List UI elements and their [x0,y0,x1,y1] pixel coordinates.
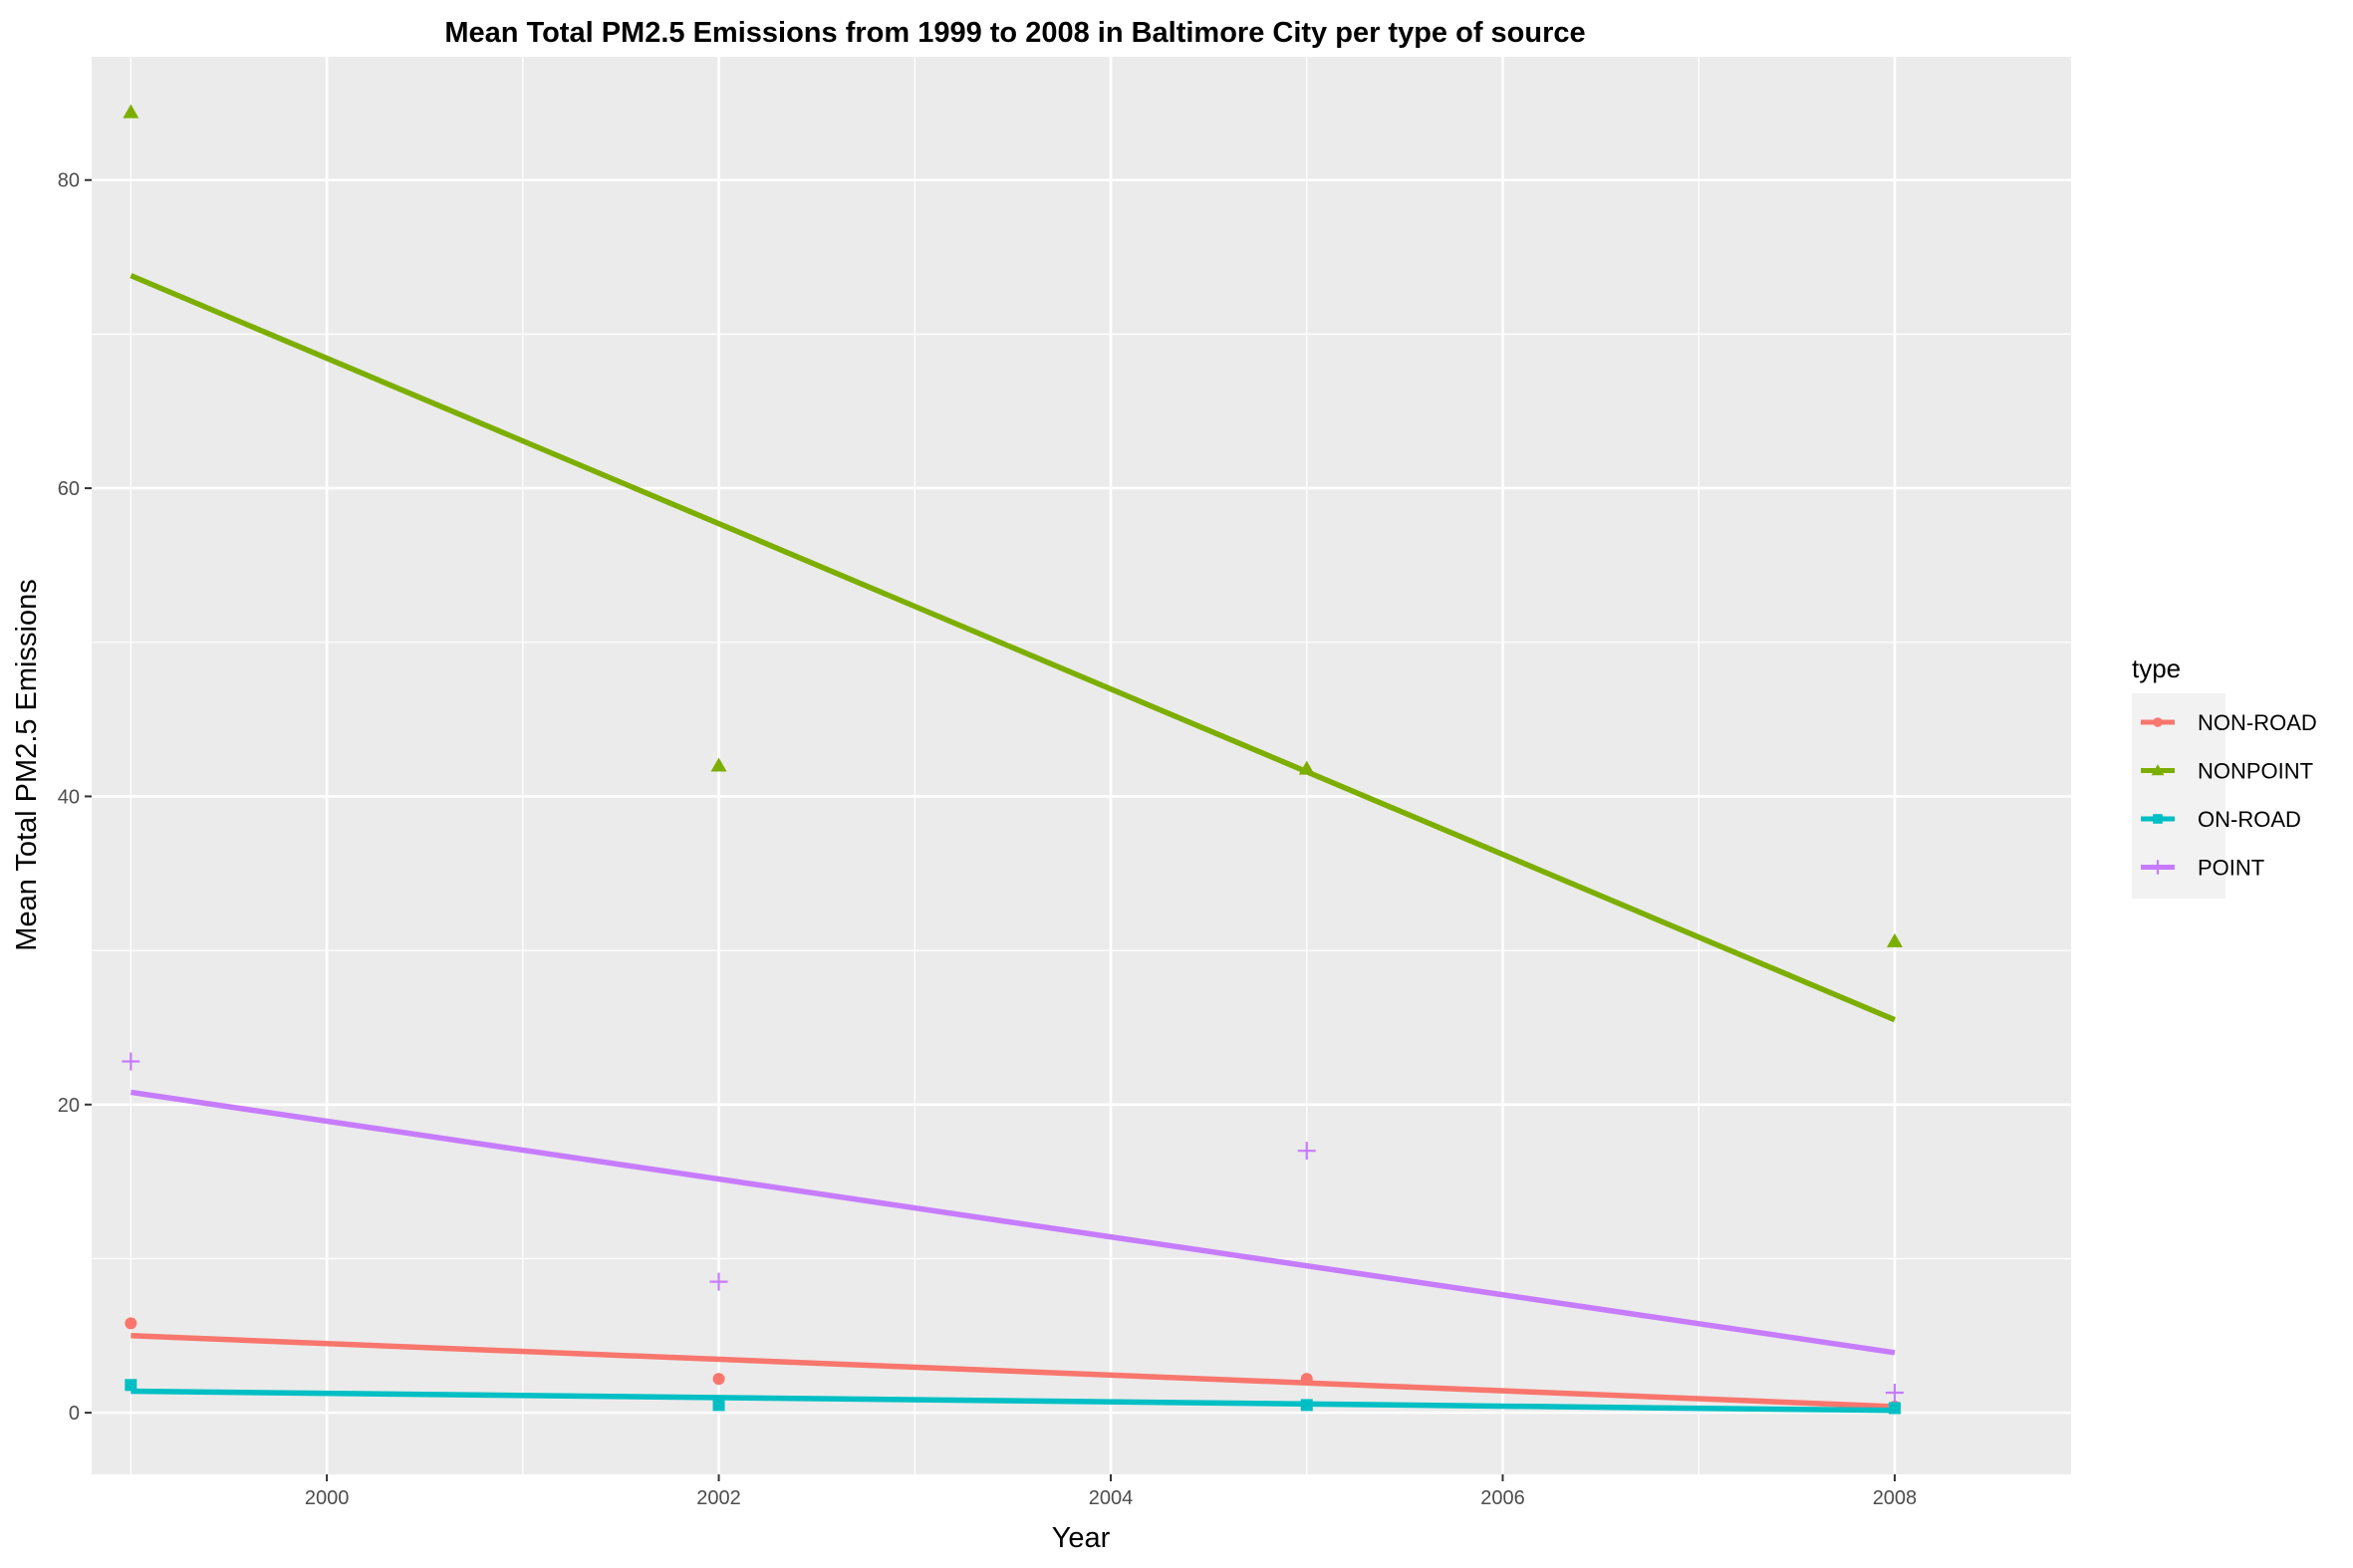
x-tick-label: 2000 [305,1487,350,1509]
legend-marker-point [2150,860,2166,875]
y-axis: 0 20 40 60 80 [58,170,92,1425]
data-point-on-road [712,1399,725,1412]
data-points [122,104,1904,1415]
x-tick-label: 2004 [1089,1487,1134,1509]
y-tick-label: 80 [58,170,80,192]
y-axis-title: Mean Total PM2.5 Emissions [11,579,43,950]
data-point-nonpoint [1886,932,1903,947]
data-point-non-road [125,1317,137,1330]
trend-line-point [130,1089,1896,1356]
chart-title: Mean Total PM2.5 Emissions from 1999 to … [444,17,1585,49]
plot-panel [92,57,2071,1474]
data-point-on-road [1888,1402,1901,1415]
data-point-point [709,1272,728,1291]
legend-label-on-road: ON-ROAD [2198,807,2301,832]
trend-line-nonpoint [130,273,1897,1023]
legend-marker-on-road [2153,814,2163,824]
legend-title: type [2132,653,2181,683]
legend-key-background [2132,693,2225,899]
legend-label-nonpoint: NONPOINT [2198,759,2313,784]
x-axis-title: Year [1052,1522,1111,1554]
x-tick-label: 2008 [1873,1487,1918,1509]
data-point-on-road [1300,1399,1313,1412]
legend: type NON-ROAD NONPOINT ON-ROAD POINT [2132,653,2317,899]
x-tick-label: 2002 [696,1487,741,1509]
y-tick-label: 0 [69,1403,80,1425]
data-point-nonpoint [710,757,727,772]
data-point-on-road [125,1379,137,1392]
data-point-nonpoint [123,104,139,119]
data-point-point [122,1052,140,1071]
legend-label-non-road: NON-ROAD [2198,710,2317,735]
x-tick-label: 2006 [1480,1487,1525,1509]
grid [92,57,2071,1474]
data-point-point [1885,1384,1904,1403]
trend-lines [130,273,1897,1414]
data-point-point [1297,1142,1316,1161]
data-point-non-road [1300,1373,1313,1386]
y-tick-label: 60 [58,478,80,500]
trend-line-non-road [131,1333,1896,1410]
x-axis: 2000 2002 2004 2006 2008 [305,1474,1917,1509]
legend-marker-non-road [2153,717,2163,727]
legend-marker-nonpoint [2151,764,2165,776]
y-tick-label: 40 [58,786,80,808]
legend-label-point: POINT [2198,856,2264,881]
y-tick-label: 20 [58,1095,80,1117]
trend-line-on-road [131,1388,1895,1414]
data-point-non-road [712,1373,725,1386]
data-point-nonpoint [1298,760,1315,775]
